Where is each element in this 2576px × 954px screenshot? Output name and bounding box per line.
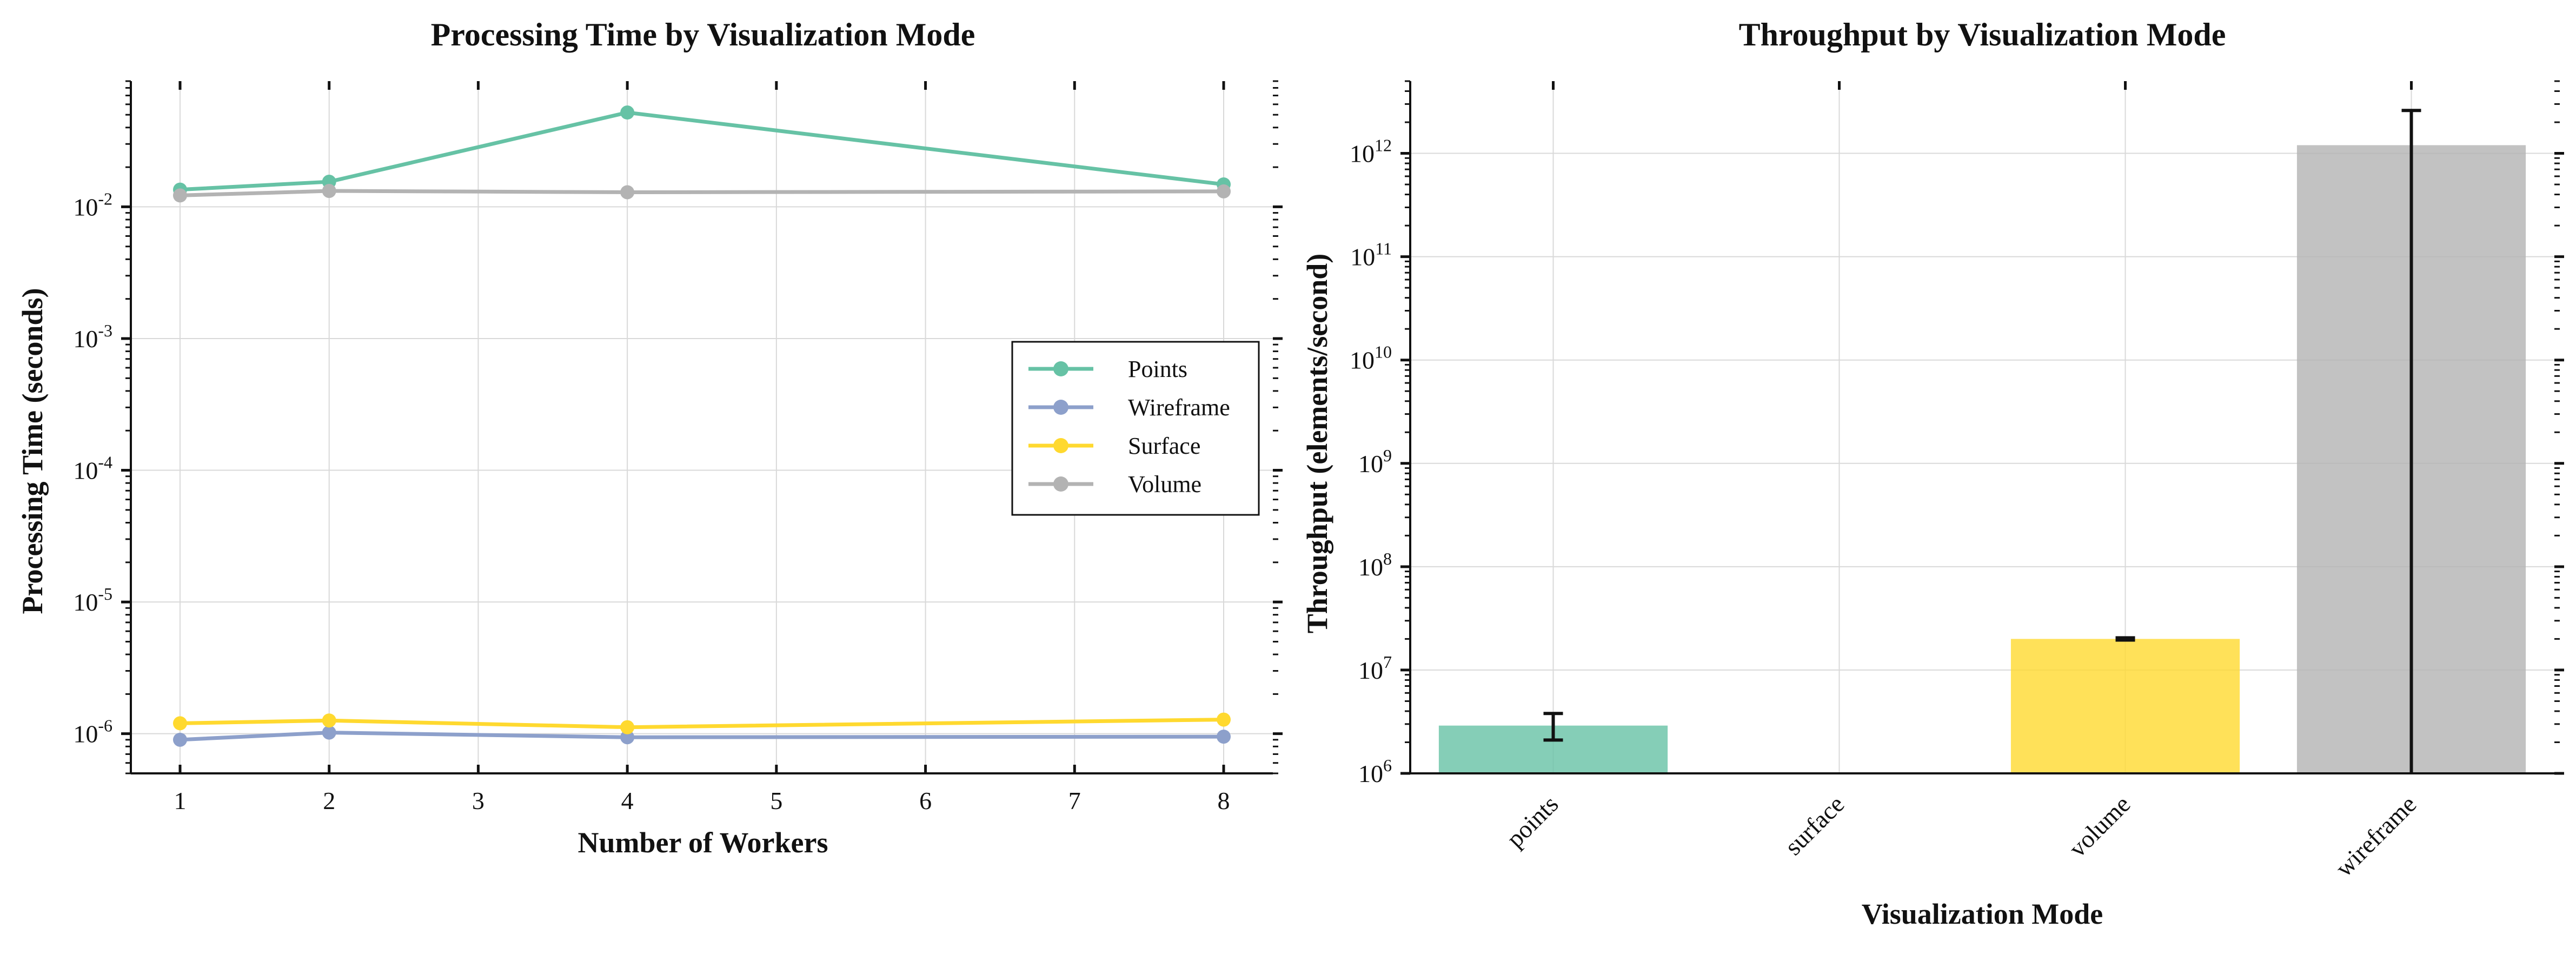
series-line-volume: [180, 189, 1224, 197]
x-tick-label: 2: [323, 787, 335, 814]
x-tick-label: 4: [621, 787, 634, 814]
legend-label-points: Points: [1128, 356, 1187, 382]
y-tick-label: 1011: [1350, 239, 1392, 271]
legend-label-surface: Surface: [1128, 433, 1200, 459]
series-line-surface: [180, 718, 1224, 730]
right-axes: [1409, 81, 2554, 774]
left-chart-title: Processing Time by Visualization Mode: [431, 17, 975, 52]
y-tick-label: 106: [1358, 756, 1392, 787]
x-tick-label: surface: [1780, 790, 1850, 860]
left-axes: [130, 81, 1273, 774]
data-point-volume: [1217, 184, 1231, 198]
x-tick-label: 1: [174, 787, 186, 814]
data-point-volume: [322, 184, 336, 198]
data-point-surface: [172, 716, 187, 731]
left-series-points: [172, 105, 1231, 747]
data-point-surface: [322, 713, 336, 728]
left-y-axis-label: Processing Time (seconds): [16, 288, 49, 614]
legend-marker-surface: [1053, 438, 1068, 453]
y-tick-label: 1012: [1350, 136, 1392, 168]
legend-marker-points: [1053, 361, 1068, 376]
legend-marker-wireframe: [1053, 400, 1068, 415]
x-tick-label: 6: [919, 787, 932, 814]
left-ticks: 1 2 3 4 5 6 7 8 10-6 10-5 10-4 10-3 10-2: [73, 80, 1283, 814]
throughput-chart: Throughput by Visualization Mode 106 107 1…: [1301, 17, 2564, 930]
data-point-wireframe: [1217, 730, 1231, 744]
data-point-points: [620, 105, 635, 120]
y-tick-label: 10-4: [73, 453, 112, 485]
x-tick-label: wireframe: [2330, 790, 2422, 882]
y-tick-label: 107: [1358, 652, 1392, 684]
right-error-bars: [1543, 109, 2421, 773]
data-point-surface: [1217, 712, 1231, 727]
x-tick-label: volume: [2063, 790, 2136, 863]
left-x-axis-label: Number of Workers: [578, 826, 828, 859]
processing-time-chart: Processing Time by Visualization Mode 1 2…: [16, 17, 1283, 859]
y-tick-label: 1010: [1350, 342, 1392, 374]
y-tick-label: 10-6: [73, 716, 112, 748]
left-series-lines: [180, 110, 1224, 742]
data-point-wireframe: [172, 732, 187, 747]
y-tick-label: 109: [1358, 446, 1392, 478]
right-y-axis-label: Throughput (elements/second): [1301, 254, 1333, 634]
x-tick-label: 5: [770, 787, 782, 814]
data-point-surface: [620, 720, 635, 734]
series-line-wireframe: [180, 731, 1224, 742]
right-x-axis-label: Visualization Mode: [1862, 898, 2103, 930]
y-tick-label: 10-3: [73, 321, 112, 353]
right-chart-title: Throughput by Visualization Mode: [1739, 17, 2226, 52]
x-tick-label: points: [1501, 790, 1564, 853]
right-bars: [1438, 145, 2526, 774]
series-line-points: [180, 110, 1224, 192]
x-tick-label: 3: [472, 787, 484, 814]
legend-label-volume: Volume: [1128, 471, 1201, 498]
bar-volume: [2010, 639, 2240, 773]
data-point-wireframe: [620, 730, 635, 745]
legend-marker-volume: [1053, 476, 1068, 492]
y-tick-label: 108: [1358, 549, 1392, 581]
x-tick-label: 8: [1218, 787, 1230, 814]
left-grid: [131, 81, 1273, 773]
y-tick-label: 10-5: [73, 584, 112, 616]
y-tick-label: 10-2: [73, 189, 112, 221]
legend: Points Wireframe Surface Volume: [1011, 341, 1260, 516]
data-point-volume: [172, 188, 187, 203]
x-tick-label: 7: [1068, 787, 1081, 814]
data-point-volume: [620, 185, 635, 200]
legend-label-wireframe: Wireframe: [1128, 394, 1230, 421]
data-point-wireframe: [322, 725, 336, 740]
